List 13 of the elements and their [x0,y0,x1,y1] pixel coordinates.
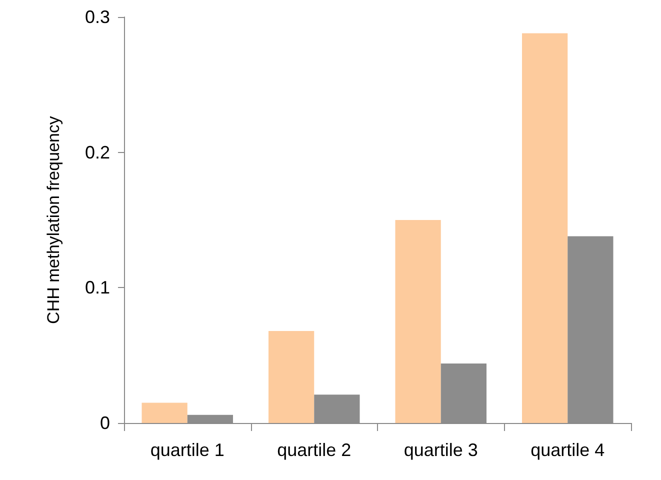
y-tick-label: 0.1 [84,278,110,298]
bar [268,330,314,423]
y-axis-title: CHH methylation frequency [44,116,63,324]
bar [395,220,441,423]
x-tick-label: quartile 4 [530,440,605,460]
y-tick-label: 0 [100,413,110,433]
x-tick-label: quartile 2 [277,440,352,460]
bar [522,33,568,423]
y-tick-label: 0.2 [84,142,110,162]
x-tick-label: quartile 1 [150,440,224,460]
bar [142,402,188,423]
y-tick-label: 0.3 [84,7,110,27]
x-tick-label: quartile 3 [404,440,478,460]
